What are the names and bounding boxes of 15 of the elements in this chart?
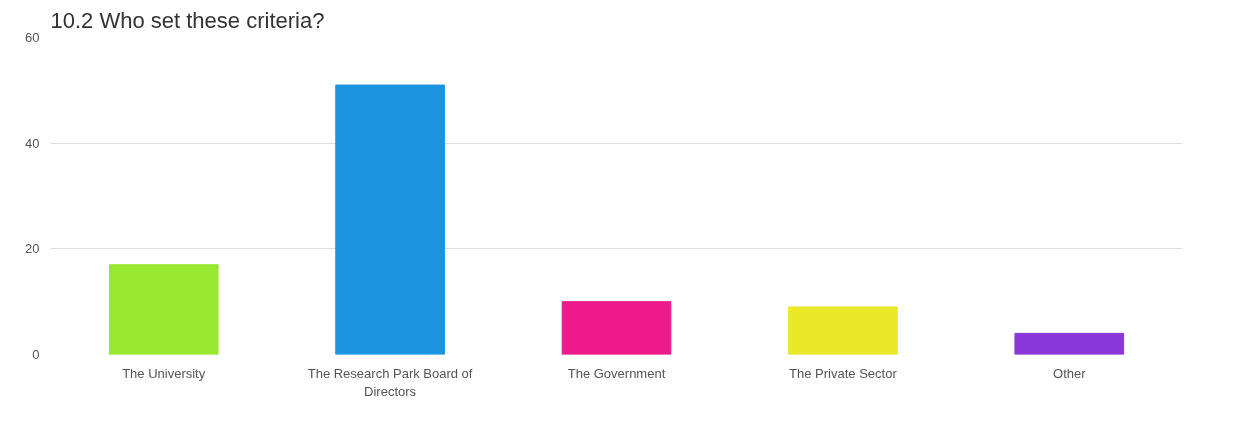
- bar: [788, 306, 898, 355]
- y-tick-label: 20: [25, 241, 40, 257]
- x-tick-label: Other: [1053, 365, 1087, 381]
- bar: [335, 84, 445, 355]
- y-tick-label: 40: [25, 135, 40, 151]
- y-tick-label: 60: [25, 30, 40, 45]
- bar: [108, 264, 219, 355]
- bar: [1014, 332, 1125, 355]
- x-tick-label: The University: [122, 365, 206, 381]
- bar: [561, 301, 672, 355]
- y-tick-label: 0: [32, 347, 40, 362]
- x-tick-label: The Research Park Board of Directors: [307, 365, 473, 399]
- x-tick-label: The Private Sector: [789, 365, 898, 381]
- x-tick-label: The Government: [567, 365, 666, 381]
- chart-title: 10.2 Who set these criteria?: [50, 7, 325, 33]
